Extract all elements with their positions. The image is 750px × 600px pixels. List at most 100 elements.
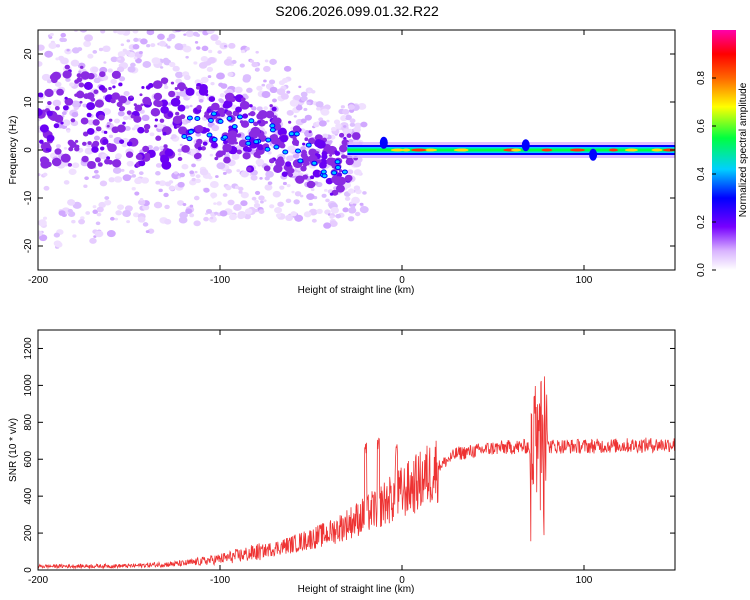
- spectrogram-blob: [300, 118, 307, 124]
- spectrogram-blob: [293, 94, 301, 101]
- spectrogram-blob: [123, 91, 130, 96]
- spectrogram-blob: [98, 114, 105, 121]
- spectrogram-blob: [267, 181, 273, 186]
- spectrogram-blob: [135, 153, 143, 160]
- spectrogram-blob: [269, 58, 277, 65]
- spectrogram-blob: [300, 146, 306, 151]
- spectrogram-blob: [129, 6, 136, 11]
- spectrogram-blob: [263, 79, 267, 83]
- snr-x-tick-label: -200: [28, 575, 48, 586]
- spectrogram-blob: [64, 64, 70, 70]
- spectrogram-blob: [178, 216, 188, 224]
- spectrogram-blob: [348, 207, 357, 214]
- spectrogram-blob: [135, 57, 142, 64]
- spectrogram-blob: [269, 204, 275, 209]
- spectrogram-blob: [353, 126, 361, 133]
- spectrogram-blob: [108, 134, 114, 139]
- spectrogram-blob: [194, 152, 202, 159]
- spectrogram-blob: [91, 66, 99, 73]
- spectrogram-blob: [125, 10, 132, 16]
- spectrogram-blob: [144, 128, 150, 134]
- spectrogram-blob: [234, 141, 239, 145]
- spectrogram-blob: [86, 92, 95, 100]
- spectrogram-blob: [70, 59, 80, 67]
- spectrogram-blob: [159, 66, 164, 69]
- spectrogram-blob: [349, 118, 356, 124]
- spectrogram-blob: [179, 172, 185, 178]
- snr-y-tick-label: 800: [23, 414, 34, 431]
- spectrogram-blob: [272, 190, 281, 198]
- spectrogram-blob: [223, 58, 233, 66]
- spectrogram-blob: [281, 171, 288, 177]
- spectrogram-blob: [307, 137, 316, 145]
- spectrogram-blob: [100, 30, 106, 34]
- snr-y-tick-label: 1000: [23, 374, 34, 397]
- spectrogram-blob: [258, 195, 265, 201]
- spectrogram-blob: [117, 110, 125, 117]
- spectrogram-blob: [207, 117, 214, 123]
- spectrogram-blob: [164, 218, 172, 225]
- spectrogram-blob: [198, 61, 208, 69]
- spectrogram-blob: [104, 199, 112, 206]
- spectrogram-blob: [282, 149, 289, 155]
- spectrogram-blob: [54, 148, 62, 155]
- spectrogram-blob: [43, 185, 50, 191]
- spectrogram-blob: [98, 47, 104, 52]
- spectrogram-blob: [269, 123, 276, 129]
- spectrogram-y-tick-label: 10: [23, 96, 34, 108]
- spectrogram-blob: [218, 82, 224, 87]
- spectrogram-blob: [55, 57, 60, 61]
- spectrogram-blob: [67, 208, 73, 213]
- spectrogram-blob: [242, 152, 251, 160]
- spectrogram-blob: [83, 184, 88, 188]
- spectrogram-blob: [316, 159, 321, 164]
- spectrogram-blob: [334, 159, 341, 165]
- spectrogram-blob: [277, 156, 284, 162]
- spectrogram-blob: [201, 146, 206, 151]
- colorbar-ticks: 0.0 0.2 0.4 0.6 0.8: [696, 71, 716, 277]
- spectrogram-blob: [305, 161, 310, 166]
- spectrogram-blob: [111, 126, 120, 134]
- spectrogram-blob: [200, 76, 209, 84]
- spectrogram-blob: [320, 108, 330, 116]
- spectrogram-blob: [309, 181, 314, 186]
- spectrogram-blob: [158, 180, 167, 187]
- spectrogram-blob: [231, 124, 238, 130]
- spectrogram-blob: [256, 85, 263, 91]
- spectrogram-blob: [293, 131, 300, 137]
- spectrogram-blob: [217, 50, 222, 54]
- spectrogram-blob: [295, 148, 302, 154]
- spectrogram-blob: [122, 115, 129, 121]
- spectrogram-blob: [269, 79, 276, 85]
- spectrogram-blob: [288, 167, 295, 174]
- spectrogram-blob: [244, 135, 251, 141]
- colorbar-gradient: [712, 30, 736, 270]
- spectrogram-blob: [74, 30, 78, 33]
- spectrogram-blob: [280, 93, 289, 100]
- spectrogram-blob: [193, 195, 200, 201]
- spectrogram-blob: [293, 199, 300, 205]
- spectrogram-blob: [261, 90, 271, 99]
- spectrogram-blob: [310, 175, 315, 180]
- spectrogram-blob: [137, 216, 146, 223]
- spectrogram-blob: [38, 173, 41, 177]
- spectrogram-blob: [92, 205, 97, 209]
- spectrogram-blob: [187, 95, 192, 99]
- spectrogram-blob: [92, 119, 100, 126]
- spectrogram-blob: [342, 207, 349, 213]
- spectrogram-ridge-peak: [662, 148, 675, 152]
- snr-x-tick-label: 100: [576, 575, 593, 586]
- spectrogram-blob: [85, 211, 91, 215]
- spectrogram-x-tick-label: 100: [576, 275, 593, 286]
- snr-y-tick-label: 600: [23, 450, 34, 467]
- spectrogram-blob: [115, 210, 122, 216]
- spectrogram-blob: [164, 148, 174, 157]
- spectrogram-blob: [122, 210, 132, 218]
- spectrogram-blob: [272, 115, 278, 120]
- spectrogram-blob: [150, 107, 161, 117]
- spectrogram-blob: [215, 175, 219, 179]
- spectrogram-blob: [260, 200, 264, 204]
- spectrogram-blob: [48, 42, 57, 50]
- spectrogram-blob: [322, 133, 329, 139]
- spectrogram-blob: [194, 124, 204, 133]
